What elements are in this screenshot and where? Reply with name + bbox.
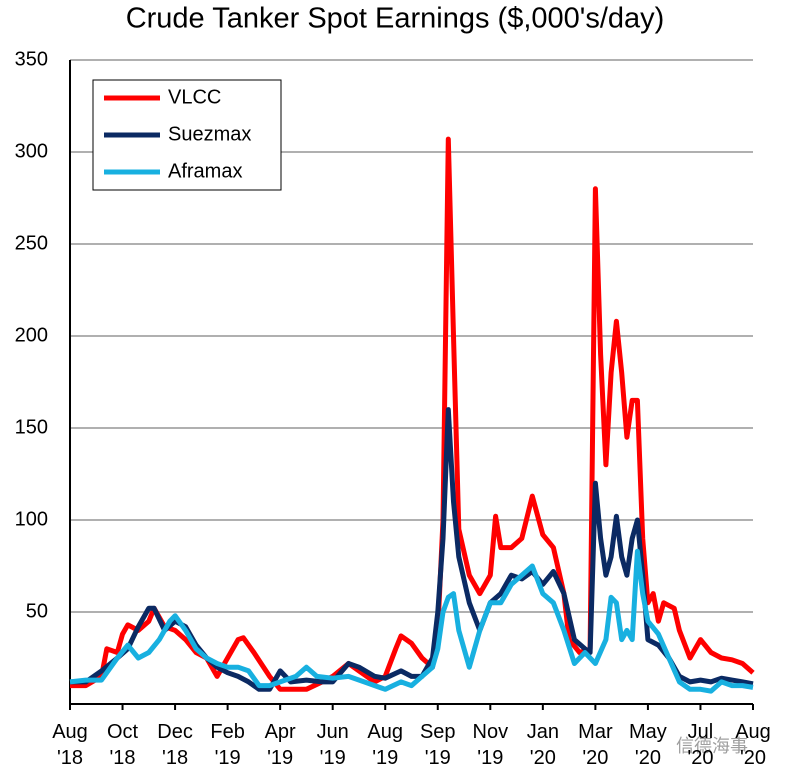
x-tick-label: Sep '19 [420, 721, 456, 769]
x-tick-label: May '20 [629, 721, 667, 769]
y-tick-label: 50 [26, 600, 48, 622]
x-tick-label: Mar '20 [578, 721, 613, 769]
legend-label: VLCC [168, 86, 221, 108]
y-tick-label: 100 [15, 508, 48, 530]
chart-title: Crude Tanker Spot Earnings ($,000's/day) [126, 3, 665, 35]
legend-label: Aframax [168, 160, 242, 182]
legend-label: Suezmax [168, 123, 251, 145]
y-tick-label: 300 [15, 140, 48, 162]
x-tick-label: Jul '20 [687, 721, 713, 769]
x-tick-label: Oct '18 [107, 721, 139, 769]
y-tick-label: 200 [15, 324, 48, 346]
x-tick-label: Nov '19 [473, 721, 509, 769]
x-tick-label: Aug '18 [52, 721, 88, 769]
series-line [70, 136, 755, 692]
x-tick-label: Jun '19 [317, 721, 349, 769]
watermark: 信德海事 [676, 736, 748, 756]
y-tick-label: 150 [15, 416, 48, 438]
y-tick-label: 350 [15, 48, 48, 70]
x-tick-label: Jan '20 [527, 721, 559, 769]
y-tick-label: 250 [15, 232, 48, 254]
x-tick-label: Dec '18 [157, 721, 193, 769]
x-tick-label: Apr '19 [265, 721, 296, 769]
x-tick-label: Aug '20 [735, 721, 771, 769]
series-line [69, 548, 754, 694]
x-tick-label: Feb '19 [210, 721, 244, 769]
x-tick-label: Aug '19 [367, 721, 403, 769]
